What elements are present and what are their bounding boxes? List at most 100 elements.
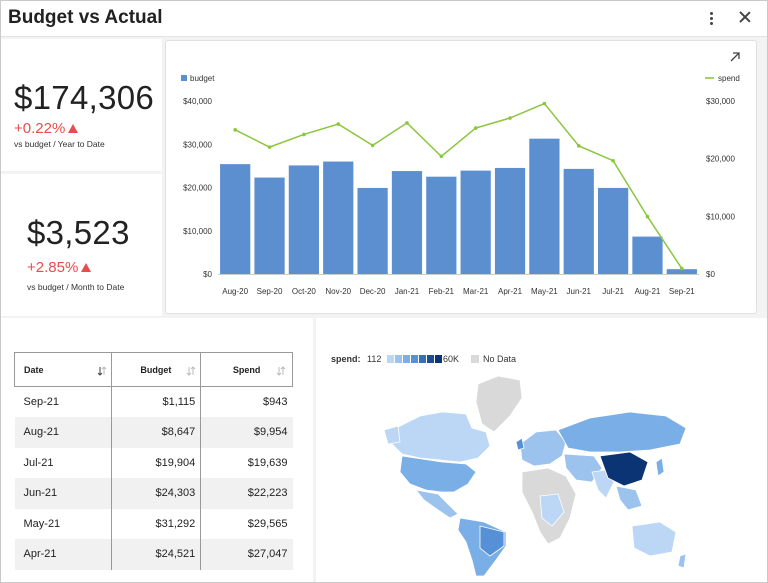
table-row[interactable]: Jul-21 $19,904 $19,639: [15, 447, 293, 478]
map-region-usa: [399, 455, 477, 493]
cell-date: Aug-21: [14, 417, 112, 448]
point-spend: [473, 126, 478, 130]
cell-date: Jul-21: [23, 456, 54, 469]
map-region-se-asia: [615, 485, 643, 511]
column-header-spend[interactable]: Spend: [200, 352, 293, 387]
bar-budget: [563, 168, 594, 274]
x-tick-label: Feb-21: [429, 287, 455, 296]
table-row[interactable]: Sep-21 $1,115 $943: [15, 386, 293, 417]
line-spend: [234, 102, 683, 269]
title-bar: Budget vs Actual: [1, 1, 767, 37]
kpi-month-to-date: $3,523 +2.85% vs budget / Month to Date: [1, 174, 162, 316]
expand-icon[interactable]: [728, 50, 742, 64]
map-region-new-zealand: [677, 553, 687, 569]
page-title: Budget vs Actual: [8, 7, 163, 28]
bar-budget: [666, 269, 697, 274]
point-spend: [405, 121, 409, 125]
bar-budget: [288, 165, 320, 274]
kebab-menu-icon[interactable]: [701, 7, 721, 29]
column-header-label: Budget: [140, 364, 172, 375]
cell-date: Apr-21: [14, 539, 112, 570]
map-legend: spend: 112 60K No Data: [331, 354, 516, 364]
map-legend-max: 60K: [443, 354, 459, 364]
map-legend-min: 112: [367, 354, 381, 364]
bar-budget: [357, 187, 388, 274]
map-region-australia: [631, 521, 677, 557]
x-tick-label: Oct-20: [292, 287, 317, 296]
kpi-change: +0.22%: [14, 120, 79, 137]
sort-icon[interactable]: [97, 365, 107, 377]
point-spend: [508, 116, 512, 120]
cell-date: Sep-21: [23, 396, 59, 408]
map-region-canada: [389, 411, 491, 463]
point-spend: [267, 145, 272, 149]
x-tick-label: Sep-20: [257, 287, 283, 296]
point-spend: [439, 154, 444, 159]
map-legend-swatch: [403, 355, 410, 363]
y-right-tick-label: $10,000: [706, 212, 735, 221]
sort-icon[interactable]: [276, 365, 286, 377]
y-left-tick-label: $20,000: [183, 184, 212, 193]
map-legend-label: spend:: [331, 354, 361, 364]
kpi-subtitle: vs budget / Month to Date: [27, 282, 125, 292]
cell-date: Jun-21: [14, 478, 112, 509]
up-triangle-icon: [68, 124, 79, 133]
sort-icon[interactable]: [186, 365, 196, 377]
column-header-label: Date: [24, 364, 44, 375]
bar-budget: [426, 176, 457, 274]
cell-spend: $19,639: [200, 447, 293, 478]
map-region-china: [599, 451, 649, 487]
table-row[interactable]: May-21 $31,292 $29,565: [15, 508, 293, 539]
cell-spend: $943: [200, 386, 293, 417]
cell-budget: $24,521: [110, 539, 201, 570]
bar-budget: [323, 161, 354, 274]
x-tick-label: Mar-21: [463, 287, 489, 296]
bar-budget: [494, 167, 526, 274]
map-region-europe: [519, 429, 567, 467]
kpi-change-text: +0.22%: [14, 120, 66, 137]
x-tick-label: Aug-20: [222, 287, 248, 296]
x-tick-label: Jul-21: [602, 287, 624, 296]
cell-spend: $9,954: [200, 417, 293, 448]
point-spend: [370, 143, 375, 148]
map-legend-swatch: [387, 355, 394, 363]
map-region-uk: [515, 437, 525, 451]
map-legend-swatch: [427, 355, 434, 363]
point-spend: [645, 214, 650, 219]
column-header-budget[interactable]: Budget: [110, 352, 201, 387]
point-spend: [576, 144, 581, 148]
map-region-brazil: [479, 525, 505, 557]
map-region-middle-east: [563, 453, 603, 483]
world-map[interactable]: [380, 372, 692, 578]
combo-chart: budget spend $0 $10,000 $20,000 $30,000 $40,00…: [181, 74, 740, 296]
x-tick-label: Nov-20: [325, 287, 351, 296]
map-region-russia: [557, 411, 687, 453]
y-left-tick-label: $0: [203, 270, 212, 279]
y-left-tick-label: $30,000: [183, 140, 212, 149]
kpi-value: $3,523: [27, 214, 130, 251]
cell-spend: $27,047: [200, 539, 293, 570]
column-header-date[interactable]: Date: [14, 352, 112, 387]
bar-budget: [220, 164, 251, 274]
budget-spend-table: Date Budget Spend Sep-21 $1,115 $943 Aug-2…: [14, 352, 293, 570]
table-row[interactable]: Apr-21 $24,521 $27,047: [14, 539, 293, 570]
legend-label-budget: budget: [190, 74, 215, 83]
kpi-subtitle: vs budget / Year to Date: [14, 139, 105, 149]
point-spend: [542, 101, 547, 106]
legend-swatch-budget: [181, 75, 187, 81]
point-spend: [302, 132, 306, 137]
bar-budget: [391, 171, 423, 274]
table-row[interactable]: Aug-21 $8,647 $9,954: [14, 417, 293, 448]
bar-budget: [254, 177, 285, 274]
map-region-mexico: [415, 489, 459, 519]
cell-spend: $22,223: [200, 478, 293, 509]
point-spend: [611, 158, 615, 163]
kpi-year-to-date: $174,306 +0.22% vs budget / Year to Date: [1, 39, 162, 171]
map-legend-swatch: [411, 355, 418, 363]
y-right-tick-label: $0: [706, 270, 715, 279]
map-legend-no-data: No Data: [483, 354, 516, 364]
table-row[interactable]: Jun-21 $24,303 $22,223: [14, 478, 293, 509]
map-legend-swatch: [395, 355, 402, 363]
x-tick-label: Dec-20: [360, 287, 386, 296]
x-tick-label: Aug-21: [635, 287, 661, 296]
